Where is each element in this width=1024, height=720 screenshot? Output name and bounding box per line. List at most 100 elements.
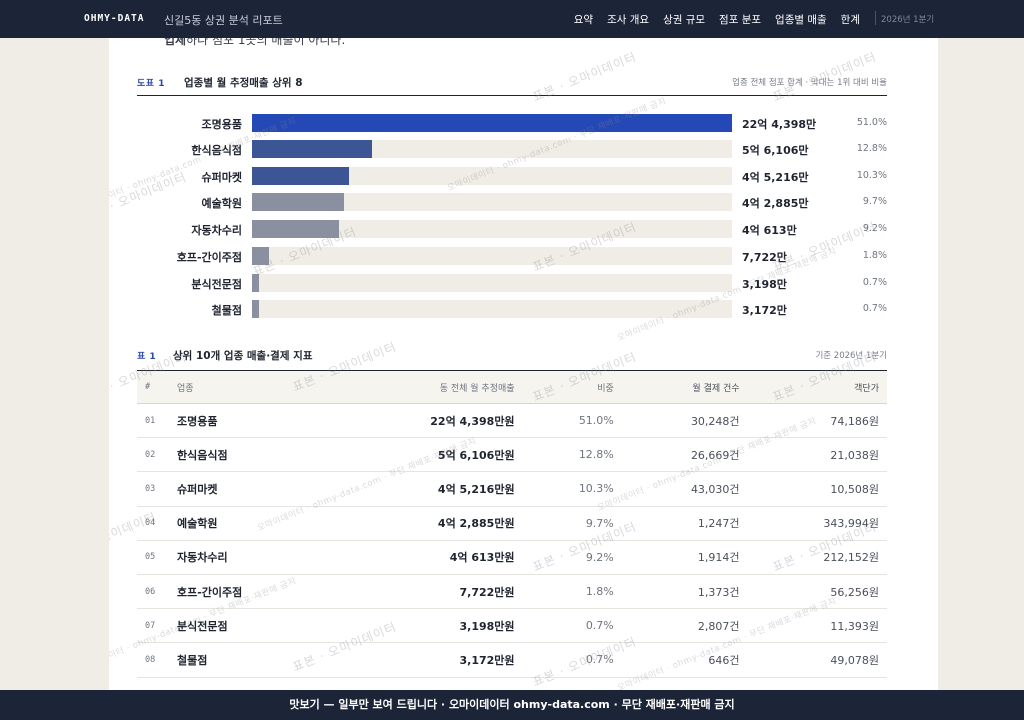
cell-transactions: 646건 <box>621 642 748 678</box>
cell-category: 분식전문점 <box>169 608 328 644</box>
cell-rank: 04 <box>137 506 169 541</box>
figure-tag: 도표 1 <box>137 79 165 89</box>
table-row: 03 슈퍼마켓 4억 5,216만원 10.3% 43,030건 10,508원 <box>137 471 887 507</box>
col-header-rank[interactable]: # <box>137 370 169 404</box>
bar-fill <box>252 274 259 292</box>
report-title: 신길5동 상권 분석 리포트 <box>164 14 283 27</box>
cell-rank: 08 <box>137 642 169 678</box>
intro-bold: 업체 <box>164 38 187 47</box>
cell-monthly-sales: 4억 613만원 <box>327 540 523 575</box>
cell-share: 0.7% <box>522 608 622 644</box>
cell-rank: 05 <box>137 540 169 575</box>
cell-rank: 03 <box>137 471 169 507</box>
cell-monthly-sales: 22억 4,398만원 <box>327 403 523 439</box>
cell-share: 1.8% <box>522 574 622 610</box>
bar-value-label: 3,172만 <box>742 304 787 317</box>
bar-row: 분식전문점 3,198만 0.7% <box>137 274 887 292</box>
cell-category: 한식음식점 <box>169 437 328 473</box>
bar-fill <box>252 300 259 318</box>
cell-avg-ticket: 343,994원 <box>747 506 887 541</box>
col-header-category[interactable]: 업종 <box>169 370 328 404</box>
cell-transactions: 30,248건 <box>621 403 748 439</box>
table-row: 07 분식전문점 3,198만원 0.7% 2,807건 11,393원 <box>137 608 887 644</box>
cell-category: 자동차수리 <box>169 540 328 575</box>
period-label: 2026년 1분기 <box>881 15 935 25</box>
cell-transactions: 43,030건 <box>621 471 748 507</box>
sales-metrics-table: # 업종 동 전체 월 추정매출 비중 월 결제 건수 객단가 01 조명용품 … <box>137 370 887 678</box>
cell-category: 슈퍼마켓 <box>169 471 328 507</box>
table-header-row: # 업종 동 전체 월 추정매출 비중 월 결제 건수 객단가 <box>137 370 887 404</box>
bar-share-label: 0.7% <box>862 303 887 314</box>
bar-row: 호프-간이주점 7,722만 1.8% <box>137 247 887 265</box>
nav-item-market-size[interactable]: 상권 규모 <box>663 14 706 26</box>
nav-item-summary[interactable]: 요약 <box>573 14 594 26</box>
col-header-transactions[interactable]: 월 결제 건수 <box>621 370 748 404</box>
table-row: 04 예술학원 4억 2,885만원 9.7% 1,247건 343,994원 <box>137 506 887 541</box>
cell-share: 9.2% <box>522 540 622 575</box>
cell-avg-ticket: 212,152원 <box>747 540 887 575</box>
cell-avg-ticket: 49,078원 <box>747 642 887 678</box>
nav-menu: 요약 조사 개요 상권 규모 점포 분포 업종별 매출 한계 <box>574 12 860 27</box>
bar-track <box>252 167 732 185</box>
bar-fill <box>252 140 372 158</box>
col-header-share[interactable]: 비중 <box>522 370 622 404</box>
bar-value-label: 4억 613만 <box>742 224 797 237</box>
nav-divider <box>875 11 876 25</box>
col-header-avg-ticket[interactable]: 객단가 <box>747 370 887 404</box>
table-row: 06 호프-간이주점 7,722만원 1.8% 1,373건 56,256원 <box>137 574 887 610</box>
col-header-monthly-sales[interactable]: 동 전체 월 추정매출 <box>327 370 523 404</box>
bar-row: 조명용품 22억 4,398만 51.0% <box>137 114 887 132</box>
bar-track <box>252 247 732 265</box>
cell-share: 0.7% <box>522 642 622 678</box>
table-title: 상위 10개 업종 매출·결제 지표 <box>173 350 313 362</box>
bar-fill <box>252 247 269 265</box>
cell-share: 51.0% <box>522 403 622 439</box>
bar-share-label: 0.7% <box>862 277 887 288</box>
bar-value-label: 4억 5,216만 <box>742 171 809 184</box>
cell-transactions: 26,669건 <box>621 437 748 473</box>
figure-header: 도표 1 업종별 월 추정매출 상위 8 업종 전체 점포 합계 · 막대는 1… <box>137 70 887 96</box>
nav-item-overview[interactable]: 조사 개요 <box>607 14 650 26</box>
bar-share-label: 51.0% <box>856 117 887 128</box>
bar-track <box>252 274 732 292</box>
bar-label: 분식전문점 <box>191 278 242 291</box>
bar-share-label: 9.7% <box>862 196 887 207</box>
top-nav-bar: OHMY-DATA 신길5동 상권 분석 리포트 요약 조사 개요 상권 규모 … <box>0 0 1024 38</box>
bar-fill <box>252 167 349 185</box>
cell-monthly-sales: 3,172만원 <box>327 642 523 678</box>
bar-row: 한식음식점 5억 6,106만 12.8% <box>137 140 887 158</box>
preview-banner: 맛보기 — 일부만 보여 드립니다 · 오마이데이터 ohmy-data.com… <box>0 690 1024 720</box>
bar-fill <box>252 220 339 238</box>
cell-avg-ticket: 74,186원 <box>747 403 887 439</box>
cell-transactions: 1,914건 <box>621 540 748 575</box>
cell-category: 철물점 <box>169 642 328 678</box>
bar-value-label: 4억 2,885만 <box>742 197 809 210</box>
bar-track <box>252 114 732 132</box>
table-row: 08 철물점 3,172만원 0.7% 646건 49,078원 <box>137 642 887 678</box>
nav-item-store-distribution[interactable]: 점포 분포 <box>719 14 762 26</box>
bar-label: 조명용품 <box>201 118 242 131</box>
bar-row: 철물점 3,172만 0.7% <box>137 300 887 318</box>
cell-share: 9.7% <box>522 506 622 541</box>
cell-monthly-sales: 4억 5,216만원 <box>327 471 523 507</box>
nav-item-limitations[interactable]: 한계 <box>840 14 860 26</box>
bar-value-label: 7,722만 <box>742 251 787 264</box>
cell-category: 조명용품 <box>169 403 328 439</box>
bar-label: 슈퍼마켓 <box>201 171 242 184</box>
table-note: 기준 2026년 1분기 <box>815 351 887 361</box>
nav-item-sales-by-category[interactable]: 업종별 매출 <box>775 14 827 26</box>
intro-rest: 하나 점포 1곳의 매출이 아니다. <box>186 38 346 47</box>
bar-share-label: 12.8% <box>856 143 887 154</box>
cell-rank: 06 <box>137 574 169 610</box>
cell-share: 12.8% <box>522 437 622 473</box>
cell-transactions: 1,247건 <box>621 506 748 541</box>
cell-monthly-sales: 3,198만원 <box>327 608 523 644</box>
bar-label: 자동차수리 <box>191 224 242 237</box>
cell-transactions: 2,807건 <box>621 608 748 644</box>
brand-logo[interactable]: OHMY-DATA <box>84 13 145 24</box>
bar-row: 슈퍼마켓 4억 5,216만 10.3% <box>137 167 887 185</box>
cell-share: 10.3% <box>522 471 622 507</box>
bar-label: 예술학원 <box>201 197 242 210</box>
bar-label: 호프-간이주점 <box>176 251 242 264</box>
bar-track <box>252 193 732 211</box>
